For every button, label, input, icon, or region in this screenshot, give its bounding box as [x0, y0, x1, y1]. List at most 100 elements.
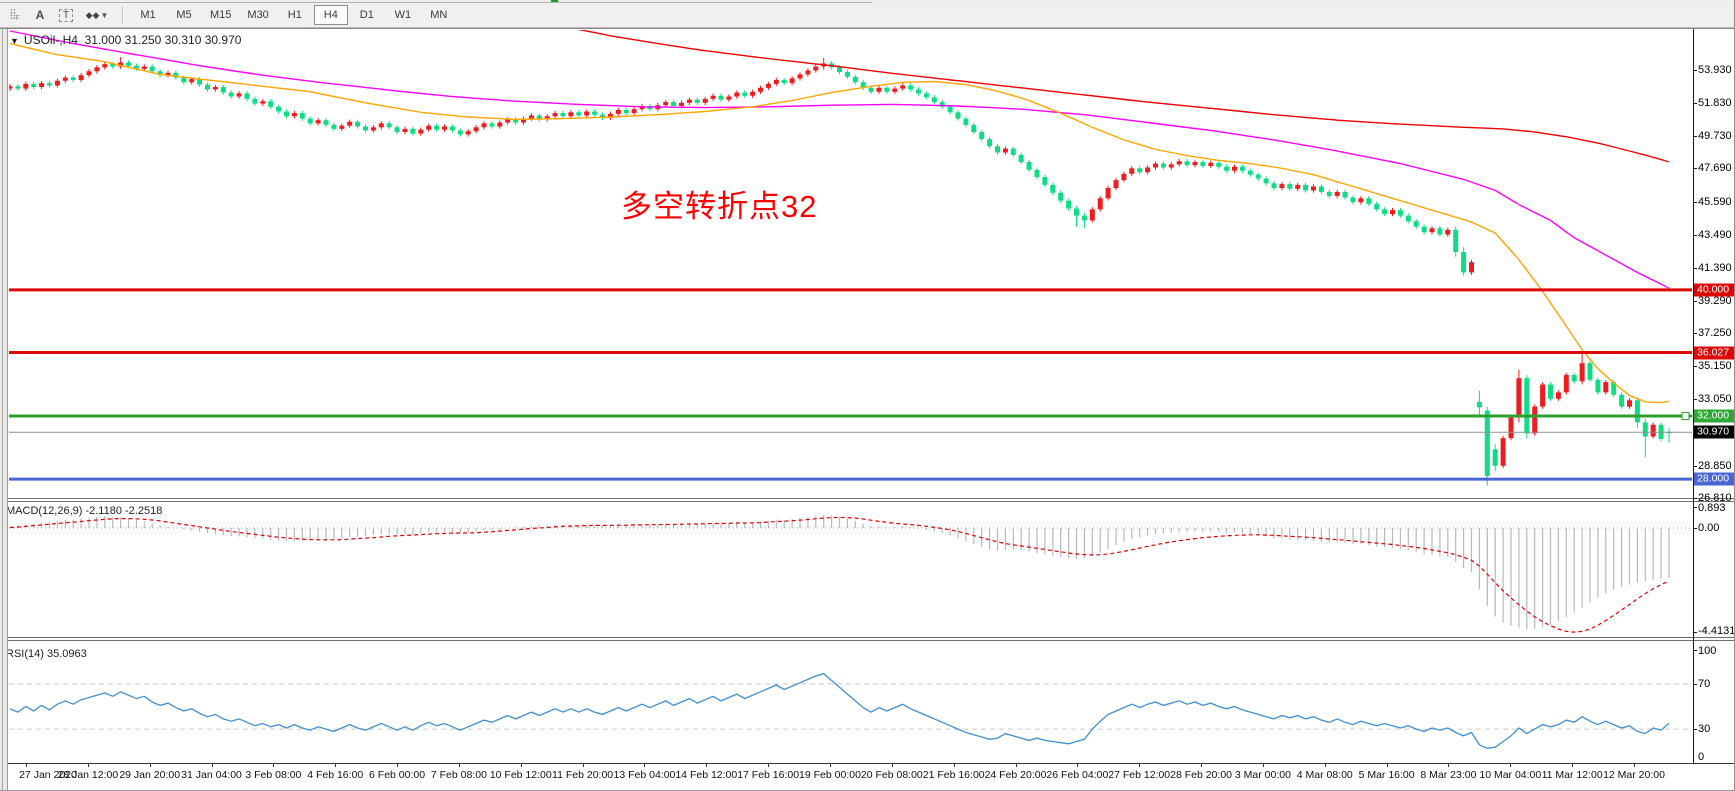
time-axis-label: 3 Feb 08:00 — [245, 769, 302, 781]
price-axis-label: 35.150 — [1698, 360, 1732, 373]
time-axis-line — [0, 763, 1735, 764]
price-axis-tick — [1693, 399, 1697, 401]
chart-window-border — [0, 28, 1735, 29]
price-axis-tick — [1693, 497, 1697, 499]
time-axis-tick — [1448, 763, 1450, 767]
macd-axis-tick — [1693, 528, 1697, 529]
price-badge-36.027: 36.027 — [1694, 346, 1735, 359]
timeframe-button-h4[interactable]: H4 — [313, 5, 348, 25]
time-axis-label: 19 Feb 00:00 — [799, 769, 861, 781]
time-axis-label: 26 Feb 04:00 — [1046, 769, 1109, 781]
macd-axis-tick — [1693, 506, 1697, 508]
price-axis-label: 43.490 — [1698, 228, 1732, 241]
timeframe-button-w1[interactable]: W1 — [394, 9, 412, 21]
time-axis-tick — [273, 763, 275, 767]
time-axis-tick — [706, 763, 708, 767]
time-axis-label: 10 Feb 12:00 — [489, 769, 552, 781]
time-axis-tick — [1262, 763, 1264, 767]
current-price-badge: 30.970 — [1694, 425, 1735, 439]
timeframe-button-d1[interactable]: D1 — [359, 9, 374, 21]
time-axis-tick — [87, 763, 89, 767]
price-axis-label: 41.390 — [1698, 261, 1732, 274]
timeframe-button-h1[interactable]: H1 — [287, 9, 302, 21]
time-axis-label: 5 Mar 16:00 — [1358, 769, 1415, 781]
price-badge-40.000: 40.000 — [1694, 283, 1735, 297]
price-axis-label: 53.930 — [1698, 64, 1732, 76]
time-axis-label: 21 Feb 16:00 — [922, 769, 985, 781]
time-axis-label: 27 Jan 2020 — [19, 769, 77, 781]
price-axis-label: 47.690 — [1698, 162, 1732, 175]
rsi-axis-label: 30 — [1698, 723, 1711, 736]
text-box-icon[interactable]: T — [54, 5, 78, 25]
price-axis-label: 49.730 — [1698, 130, 1732, 143]
time-axis-label: 17 Feb 16:00 — [737, 769, 800, 781]
chart-ohlc-values: 31.000 31.250 30.310 30.970 — [84, 33, 242, 47]
upper-toolbar-remnant — [0, 0, 1735, 3]
time-axis-label: 27 Feb 12:00 — [1108, 769, 1171, 781]
dropdown-caret-icon[interactable]: ▼ — [100, 10, 109, 20]
time-axis-tick — [458, 763, 460, 767]
panel-separator[interactable] — [0, 501, 1735, 502]
text-label-icon[interactable]: A — [35, 8, 45, 22]
time-axis-label: 6 Feb 00:00 — [369, 769, 426, 781]
timeframe-button-m1[interactable]: M1 — [140, 9, 156, 21]
timeframe-button-m30[interactable]: M30 — [247, 9, 269, 21]
rsi-axis-tick — [1693, 683, 1697, 685]
time-axis-tick — [1077, 763, 1079, 767]
chart-symbol-label: USOil-,H4 — [23, 33, 78, 47]
time-axis-label: 28 Feb 20:00 — [1170, 769, 1232, 781]
price-axis-label: 45.590 — [1698, 195, 1732, 208]
price-axis-tick — [1693, 168, 1697, 170]
time-axis-label: 29 Jan 20:00 — [119, 769, 181, 781]
chart-left-gutter — [0, 29, 8, 791]
panel-separator[interactable] — [0, 498, 1735, 499]
time-axis-tick — [644, 763, 646, 767]
time-axis-tick — [1201, 763, 1203, 767]
time-axis-tick — [891, 763, 893, 767]
time-axis-label: 14 Feb 12:00 — [675, 769, 738, 781]
rsi-axis-label: 70 — [1698, 677, 1711, 690]
panel-separator[interactable] — [0, 640, 1735, 641]
time-axis-tick — [830, 763, 831, 767]
chart-text-annotation[interactable]: 多空转折点32 — [621, 189, 818, 224]
price-axis-tick — [1693, 103, 1697, 105]
time-axis-tick — [211, 763, 213, 767]
price-axis-line[interactable] — [1693, 29, 1694, 763]
dotted-grid-icon[interactable]: ⣿F — [9, 8, 20, 22]
rsi-axis-tick — [1693, 763, 1697, 764]
time-axis-label: 24 Feb 20:00 — [984, 769, 1047, 781]
chart-symbol-header: ▼ USOil-,H4 31.000 31.250 30.310 30.970 — [10, 33, 241, 47]
timeframe-button-m5[interactable]: M5 — [176, 9, 192, 21]
time-axis-label: 11 Feb 20:00 — [552, 769, 614, 781]
time-axis-tick — [1572, 763, 1574, 767]
time-axis-label: 10 Mar 04:00 — [1479, 769, 1542, 781]
price-axis-label: 26.810 — [1698, 491, 1732, 504]
time-axis-label: 8 Mar 23:00 — [1420, 769, 1477, 781]
time-axis-tick — [1139, 763, 1141, 767]
price-axis-label: 33.050 — [1698, 393, 1732, 406]
price-axis-tick — [1693, 333, 1697, 335]
shapes-icon[interactable]: ◆◆ ▼ — [85, 9, 109, 20]
rsi-axis-label: 0 — [1698, 751, 1705, 763]
upper-toolbar-green-fragment — [551, 0, 558, 2]
time-axis-tick — [582, 763, 584, 767]
chart-dropdown-icon[interactable]: ▼ — [10, 36, 19, 46]
timeframe-button-m15[interactable]: M15 — [210, 9, 232, 21]
price-axis-label: 37.250 — [1698, 327, 1732, 340]
macd-axis-tick — [1693, 632, 1697, 634]
time-axis-label: 20 Feb 08:00 — [860, 769, 923, 781]
timeframe-button-mn[interactable]: MN — [430, 9, 448, 21]
price-axis-tick — [1693, 70, 1697, 71]
time-axis-tick — [1634, 763, 1635, 767]
toolbar: ⣿F A T ◆◆ ▼ M1 M5 M15 M30 H1 H4 D1 W1 MN — [0, 3, 1735, 28]
macd-axis-label: 0.00 — [1698, 522, 1720, 534]
time-axis-tick — [335, 763, 337, 767]
rsi-panel-title: RSI(14) 35.0963 — [6, 648, 87, 660]
time-axis-tick — [1324, 763, 1326, 767]
rsi-axis-tick — [1693, 729, 1697, 731]
rsi-axis-label: 100 — [1698, 645, 1717, 657]
panel-separator[interactable] — [0, 637, 1735, 638]
time-axis-tick — [768, 763, 770, 767]
time-axis-label: 12 Mar 20:00 — [1603, 769, 1665, 781]
